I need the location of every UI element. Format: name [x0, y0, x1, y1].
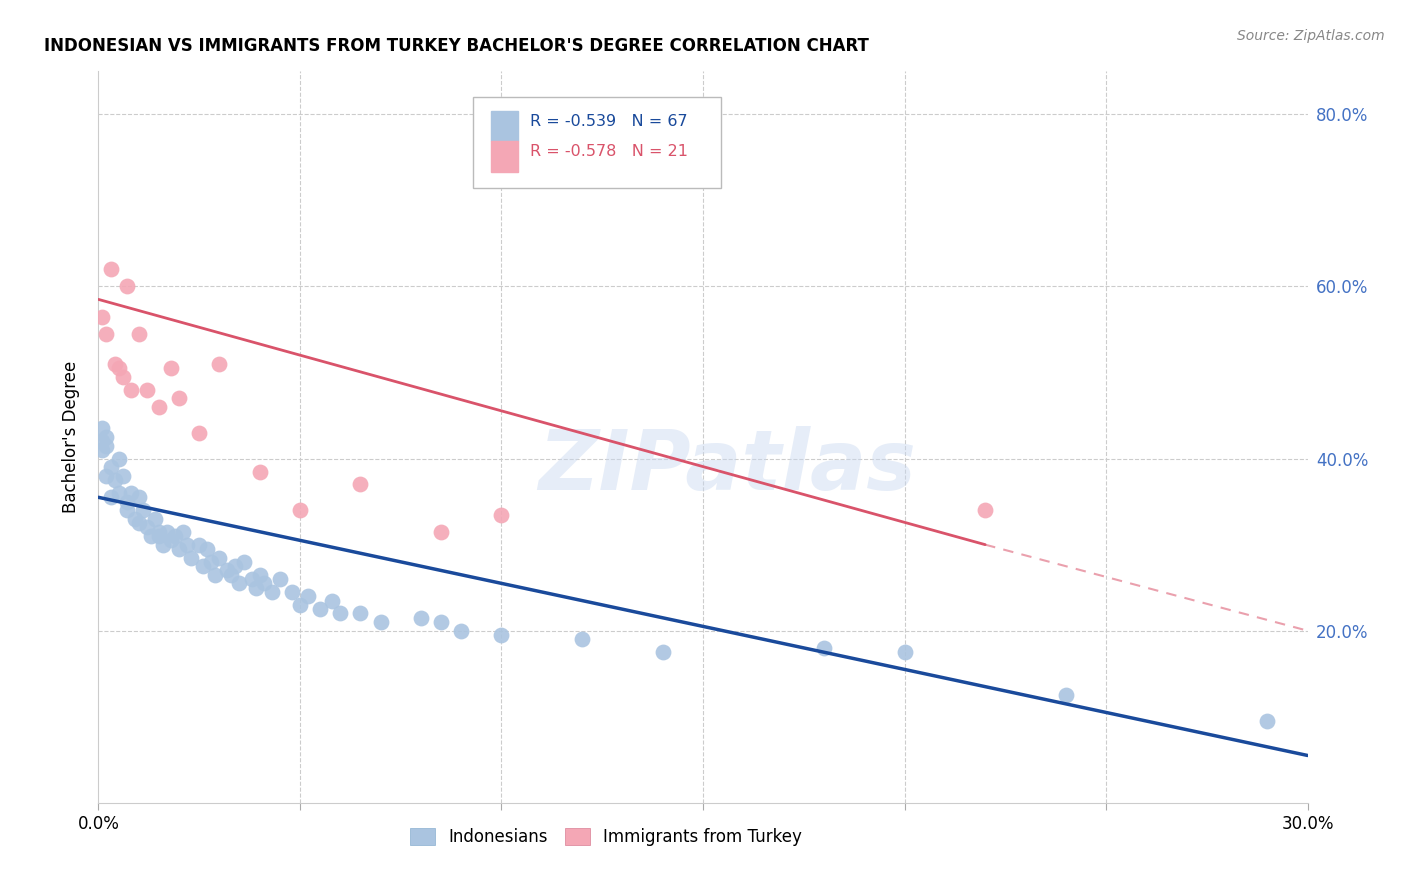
FancyBboxPatch shape — [474, 97, 721, 188]
Point — [200, 555, 222, 569]
Point — [370, 615, 392, 629]
Point — [430, 615, 453, 629]
Point — [253, 576, 276, 591]
Point — [224, 559, 246, 574]
Point — [260, 585, 283, 599]
Point — [148, 400, 170, 414]
Point — [135, 383, 157, 397]
Point — [91, 310, 114, 324]
Point — [430, 524, 453, 539]
Legend: Indonesians, Immigrants from Turkey: Indonesians, Immigrants from Turkey — [404, 822, 808, 853]
Point — [91, 421, 114, 435]
Point — [96, 439, 118, 453]
Point — [409, 611, 432, 625]
Point — [160, 361, 183, 376]
Point — [571, 632, 593, 647]
Point — [96, 430, 118, 444]
Text: INDONESIAN VS IMMIGRANTS FROM TURKEY BACHELOR'S DEGREE CORRELATION CHART: INDONESIAN VS IMMIGRANTS FROM TURKEY BAC… — [44, 37, 869, 54]
Point — [1054, 688, 1077, 702]
Point — [172, 524, 194, 539]
Point — [228, 576, 250, 591]
Point — [115, 494, 138, 508]
Point — [288, 598, 311, 612]
Point — [91, 442, 114, 457]
Point — [893, 645, 915, 659]
Point — [1256, 714, 1278, 728]
Point — [103, 357, 125, 371]
Point — [349, 477, 371, 491]
Point — [135, 520, 157, 534]
Point — [188, 538, 211, 552]
Point — [148, 524, 170, 539]
Point — [100, 262, 122, 277]
Point — [450, 624, 472, 638]
Point — [176, 538, 198, 552]
Point — [160, 533, 183, 548]
Point — [128, 491, 150, 505]
Point — [321, 593, 343, 607]
Point — [249, 567, 271, 582]
Point — [329, 607, 352, 621]
Point — [103, 473, 125, 487]
Point — [132, 503, 155, 517]
Point — [167, 392, 190, 406]
Point — [111, 369, 134, 384]
Point — [128, 326, 150, 341]
Point — [156, 524, 179, 539]
Point — [115, 279, 138, 293]
Text: R = -0.578   N = 21: R = -0.578 N = 21 — [530, 145, 688, 160]
Point — [195, 541, 218, 556]
Point — [232, 555, 254, 569]
Point — [107, 451, 129, 466]
Point — [180, 550, 202, 565]
Point — [240, 572, 263, 586]
Point — [148, 529, 170, 543]
Point — [91, 434, 114, 449]
Point — [193, 559, 215, 574]
FancyBboxPatch shape — [492, 142, 517, 171]
Point — [281, 585, 304, 599]
Point — [111, 468, 134, 483]
Point — [491, 508, 513, 522]
Point — [813, 640, 835, 655]
Y-axis label: Bachelor's Degree: Bachelor's Degree — [62, 361, 80, 513]
Point — [221, 567, 243, 582]
Point — [204, 567, 226, 582]
Point — [128, 516, 150, 530]
Text: ZIPatlas: ZIPatlas — [538, 425, 917, 507]
Point — [115, 503, 138, 517]
Point — [309, 602, 332, 616]
Text: R = -0.539   N = 67: R = -0.539 N = 67 — [530, 113, 688, 128]
Point — [208, 550, 231, 565]
Point — [249, 465, 271, 479]
Point — [167, 541, 190, 556]
Point — [143, 512, 166, 526]
Point — [139, 529, 162, 543]
Point — [120, 383, 142, 397]
Point — [124, 512, 146, 526]
Point — [96, 468, 118, 483]
Point — [349, 607, 371, 621]
FancyBboxPatch shape — [492, 111, 517, 141]
Point — [107, 361, 129, 376]
Point — [100, 491, 122, 505]
Point — [188, 425, 211, 440]
Point — [100, 460, 122, 475]
Text: Source: ZipAtlas.com: Source: ZipAtlas.com — [1237, 29, 1385, 43]
Point — [651, 645, 673, 659]
Point — [208, 357, 231, 371]
Point — [297, 589, 319, 603]
Point — [120, 486, 142, 500]
Point — [974, 503, 997, 517]
Point — [152, 538, 174, 552]
Point — [491, 628, 513, 642]
Point — [96, 326, 118, 341]
Point — [288, 503, 311, 517]
Point — [245, 581, 267, 595]
Point — [217, 564, 239, 578]
Point — [163, 529, 186, 543]
Point — [107, 486, 129, 500]
Point — [269, 572, 291, 586]
